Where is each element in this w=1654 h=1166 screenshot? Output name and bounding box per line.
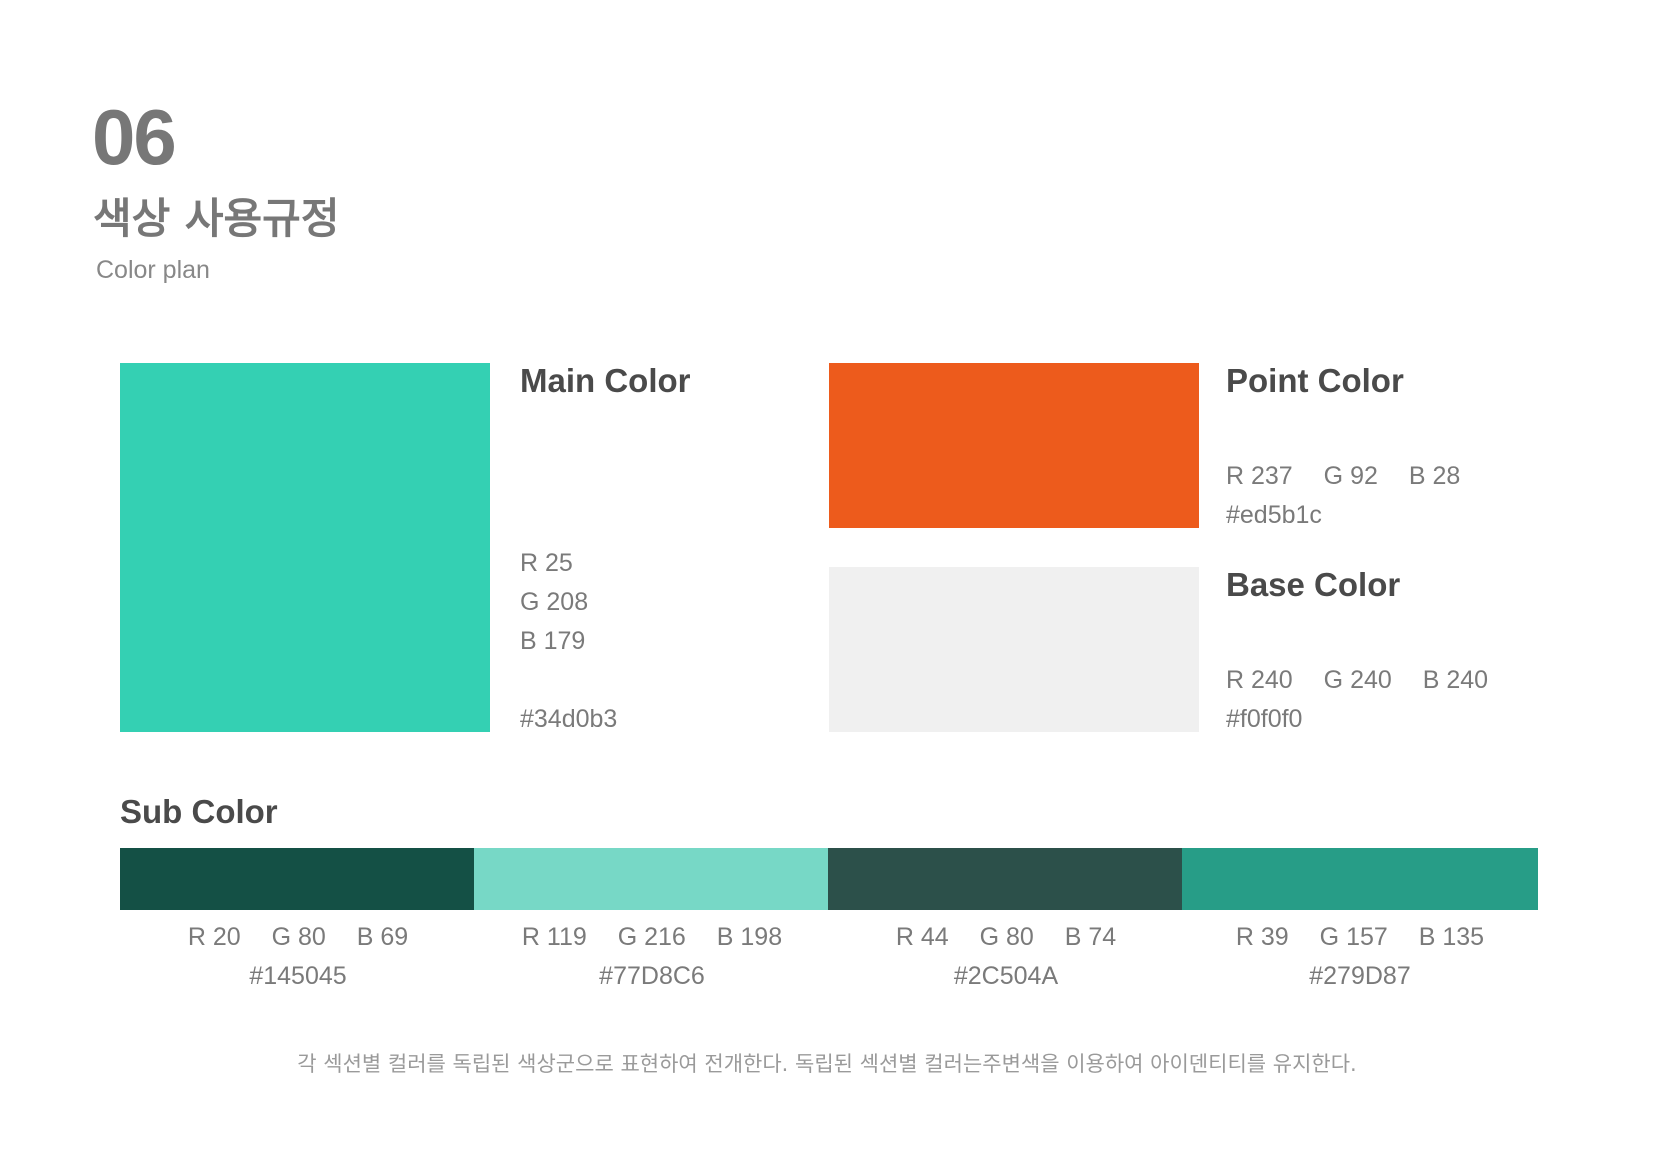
sub-color-hex-3: #2C504A (953, 962, 1059, 990)
sub-color-2-r: R 119 (521, 923, 587, 951)
base-color-swatch (829, 567, 1199, 732)
point-color-rgb: R 237 G 92 B 28 (1226, 464, 1460, 489)
sub-color-2-g: G 216 (617, 923, 686, 951)
base-color-g: G 240 (1323, 666, 1392, 694)
point-color-title: Point Color (1226, 362, 1404, 399)
sub-color-hex-4: #279D87 (1309, 962, 1411, 990)
section-subtitle: Color plan (96, 256, 210, 284)
base-color-b: B 240 (1422, 666, 1489, 694)
base-color-title: Base Color (1226, 566, 1401, 603)
point-color-g: G 92 (1323, 462, 1378, 490)
base-color-r: R 240 (1226, 666, 1293, 694)
main-color-title: Main Color (520, 362, 691, 399)
sub-color-1-g: G 80 (271, 923, 326, 951)
sub-color-swatch-3 (828, 848, 1184, 910)
main-color-r: R 25 (520, 549, 573, 577)
main-color-hex: #34d0b3 (520, 705, 618, 733)
section-number: 06 (92, 93, 177, 181)
footer-note: 각 섹션별 컬러를 독립된 색상군으로 표현하여 전개한다. 독립된 섹션별 컬… (297, 1052, 1357, 1076)
sub-color-hex-2: #77D8C6 (599, 962, 705, 990)
main-color-swatch (120, 363, 490, 732)
sub-color-1-b: B 69 (356, 923, 409, 951)
sub-color-1-r: R 20 (187, 923, 241, 951)
sub-color-rgb-1: R 20 G 80 B 69 (120, 925, 476, 950)
sub-color-4-r: R 39 (1235, 923, 1289, 951)
point-color-swatch (829, 363, 1199, 528)
sub-color-title: Sub Color (120, 793, 278, 830)
section-title: 색상 사용규정 (93, 194, 340, 243)
sub-color-2-b: B 198 (716, 923, 783, 951)
sub-color-swatch-2 (474, 848, 830, 910)
sub-color-3-b: B 74 (1064, 923, 1117, 951)
sub-color-rgb-2: R 119 G 216 B 198 (474, 925, 830, 950)
sub-color-3-g: G 80 (979, 923, 1034, 951)
point-color-r: R 237 (1226, 462, 1293, 490)
sub-color-swatch-1 (120, 848, 476, 910)
sub-color-rgb-4: R 39 G 157 B 135 (1182, 925, 1538, 950)
sub-color-swatch-4 (1182, 848, 1538, 910)
sub-color-hex-1: #145045 (249, 962, 347, 990)
base-color-rgb: R 240 G 240 B 240 (1226, 668, 1488, 693)
main-color-g: G 208 (520, 588, 589, 616)
sub-color-rgb-3: R 44 G 80 B 74 (828, 925, 1184, 950)
point-color-hex: #ed5b1c (1226, 501, 1322, 529)
sub-color-4-b: B 135 (1418, 923, 1485, 951)
main-color-b: B 179 (520, 627, 586, 655)
point-color-b: B 28 (1408, 462, 1461, 490)
sub-color-3-r: R 44 (895, 923, 949, 951)
base-color-hex: #f0f0f0 (1226, 705, 1303, 733)
sub-color-4-g: G 157 (1319, 923, 1388, 951)
